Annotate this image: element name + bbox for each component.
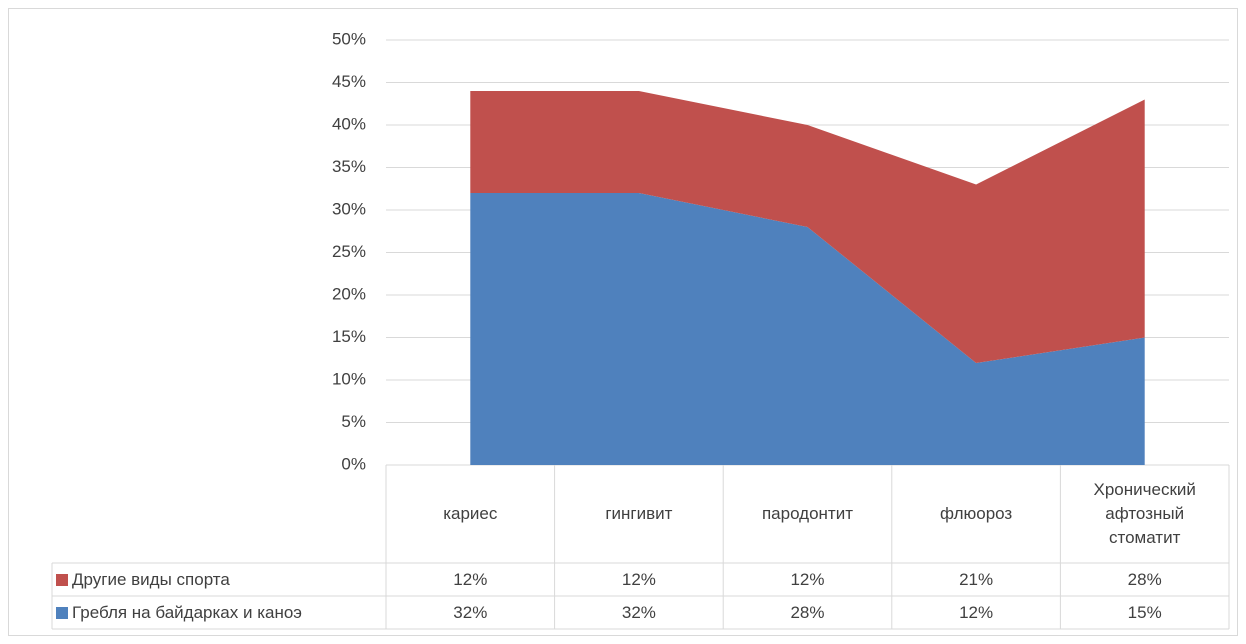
category-label: флюороз — [939, 504, 1013, 523]
table-value: 15% — [1127, 602, 1162, 622]
y-tick-label: 40% — [332, 114, 366, 133]
area — [470, 193, 1145, 465]
table-value: 12% — [790, 569, 825, 589]
y-tick-label: 50% — [332, 29, 366, 48]
legend-entry: Другие виды спорта — [52, 563, 386, 596]
y-tick-label: 35% — [332, 157, 366, 176]
y-tick-label: 10% — [332, 369, 366, 388]
category-label: кариес — [443, 504, 498, 523]
y-tick-label: 30% — [332, 199, 366, 218]
table-value: 28% — [1127, 569, 1162, 589]
legend-label: Другие виды спорта — [72, 569, 230, 589]
table-value: 12% — [621, 569, 656, 589]
y-tick-label: 45% — [332, 72, 366, 91]
legend-swatch — [56, 606, 68, 619]
y-tick-label: 15% — [332, 327, 366, 346]
legend-label: Гребля на байдарках и каноэ — [72, 602, 302, 622]
y-tick-label: 25% — [332, 242, 366, 261]
y-tick-label: 5% — [341, 412, 366, 431]
y-tick-label: 20% — [332, 284, 366, 303]
category-label: пародонтит — [761, 504, 853, 523]
category-label: Хронический афтозный стоматит — [1093, 480, 1196, 547]
legend-entry: Гребля на байдарках и каноэ — [52, 596, 386, 629]
table-value: 21% — [959, 569, 994, 589]
legend-swatch — [56, 573, 68, 586]
area — [470, 91, 1145, 363]
table-value: 28% — [790, 602, 825, 622]
category-label: гингивит — [605, 504, 673, 523]
table-value: 12% — [453, 569, 488, 589]
table-value: 32% — [453, 602, 488, 622]
table-value: 32% — [621, 602, 656, 622]
chart-border — [8, 8, 1238, 636]
y-tick-label: 0% — [341, 454, 366, 473]
table-value: 12% — [959, 602, 994, 622]
